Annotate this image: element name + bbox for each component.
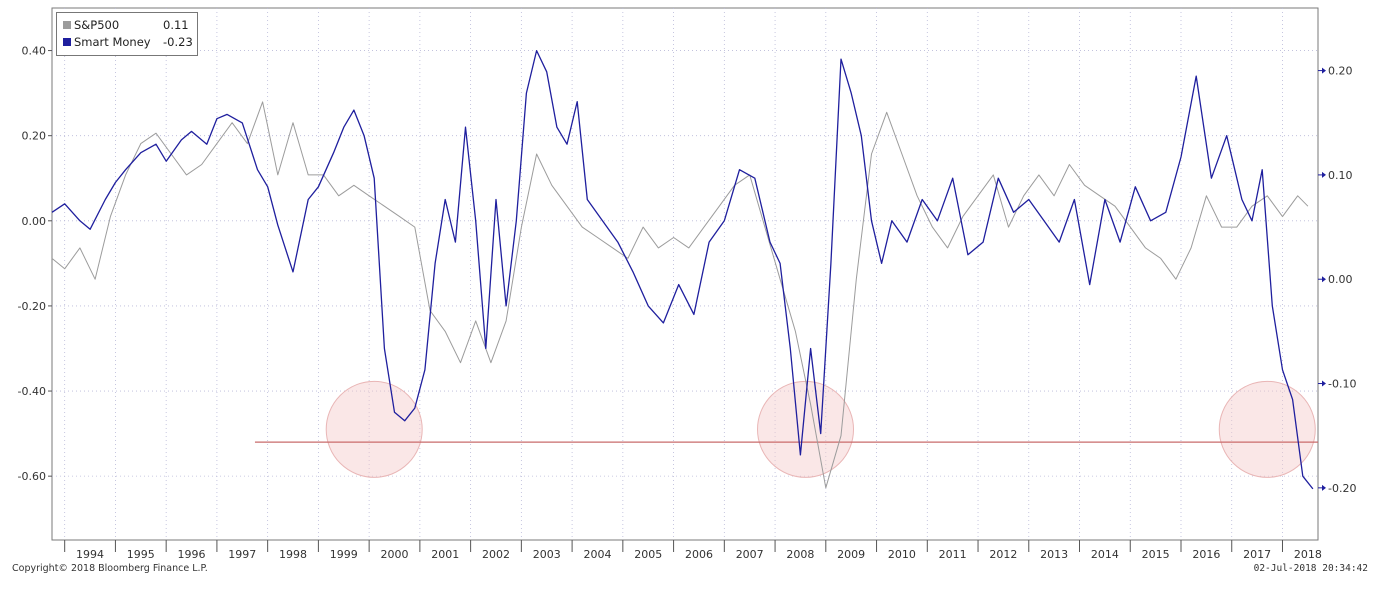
series-line-smart-money	[51, 49, 1314, 490]
x-axis-tick-label: 2014	[1091, 548, 1119, 561]
x-axis-tick-label: 2004	[583, 548, 611, 561]
x-axis-tick-label: 1998	[279, 548, 307, 561]
left-axis-tick-label: -0.40	[18, 385, 46, 398]
x-axis-tick-label: 2013	[1040, 548, 1068, 561]
right-axis-marker	[1322, 380, 1326, 387]
right-axis-marker	[1322, 171, 1326, 178]
plot-area	[51, 7, 1319, 541]
x-axis-tick-label: 2002	[482, 548, 510, 561]
highlight-circle	[325, 380, 423, 478]
x-axis-tick-label: 2010	[888, 548, 916, 561]
x-axis-tick-label: 2008	[786, 548, 814, 561]
right-axis-marker	[1322, 276, 1326, 283]
copyright-text: Copyright© 2018 Bloomberg Finance L.P.	[12, 563, 208, 574]
series-line-sp500	[51, 101, 1309, 489]
x-axis-tick-label: 1994	[76, 548, 104, 561]
x-axis-tick-label: 1997	[228, 548, 256, 561]
right-axis-marker	[1322, 67, 1326, 74]
x-axis-tick-label: 2003	[533, 548, 561, 561]
x-axis-tick-label: 2018	[1294, 548, 1322, 561]
legend-item-sp500: S&P500 0.11	[63, 18, 189, 32]
right-axis-tick-label: -0.20	[1328, 482, 1356, 495]
left-axis-tick-label: -0.60	[18, 470, 46, 483]
legend-label-sp500: S&P500	[74, 18, 120, 32]
left-axis-tick-label: 0.40	[22, 45, 47, 58]
legend-label-smart-money: Smart Money	[74, 35, 151, 49]
x-axis-tick-label: 1999	[330, 548, 358, 561]
x-axis-tick-label: 1995	[127, 548, 155, 561]
legend-swatch-sp500	[63, 21, 71, 29]
legend-value-sp500: 0.11	[163, 18, 189, 32]
x-axis-tick-label: 2011	[939, 548, 967, 561]
x-axis-tick-label: 2005	[634, 548, 662, 561]
legend-item-smart-money: Smart Money -0.23	[63, 35, 193, 49]
x-axis-tick-label: 1996	[178, 548, 206, 561]
highlight-circle	[1218, 380, 1316, 478]
left-axis-tick-label: 0.20	[22, 130, 47, 143]
legend: S&P500 0.11 Smart Money -0.23	[56, 12, 198, 56]
x-axis-tick-label: 2006	[685, 548, 713, 561]
x-axis-tick-label: 2001	[431, 548, 459, 561]
x-axis-tick-label: 2016	[1192, 548, 1220, 561]
x-axis-tick-label: 2012	[989, 548, 1017, 561]
left-axis-tick-label: 0.00	[22, 215, 47, 228]
right-axis-tick-label: 0.00	[1328, 273, 1353, 286]
left-axis-tick-label: -0.20	[18, 300, 46, 313]
legend-value-smart-money: -0.23	[163, 35, 193, 49]
right-axis-marker	[1322, 484, 1326, 491]
x-axis-tick-label: 2015	[1142, 548, 1170, 561]
x-axis-tick-label: 2017	[1243, 548, 1271, 561]
timestamp-text: 02-Jul-2018 20:34:42	[1253, 563, 1368, 574]
right-axis-tick-label: 0.20	[1328, 65, 1353, 78]
right-axis-tick-label: -0.10	[1328, 378, 1356, 391]
right-axis-tick-label: 0.10	[1328, 169, 1353, 182]
x-axis-tick-label: 2000	[381, 548, 409, 561]
x-axis-tick-label: 2007	[736, 548, 764, 561]
legend-swatch-smart-money	[63, 38, 71, 46]
x-axis-tick-label: 2009	[837, 548, 865, 561]
